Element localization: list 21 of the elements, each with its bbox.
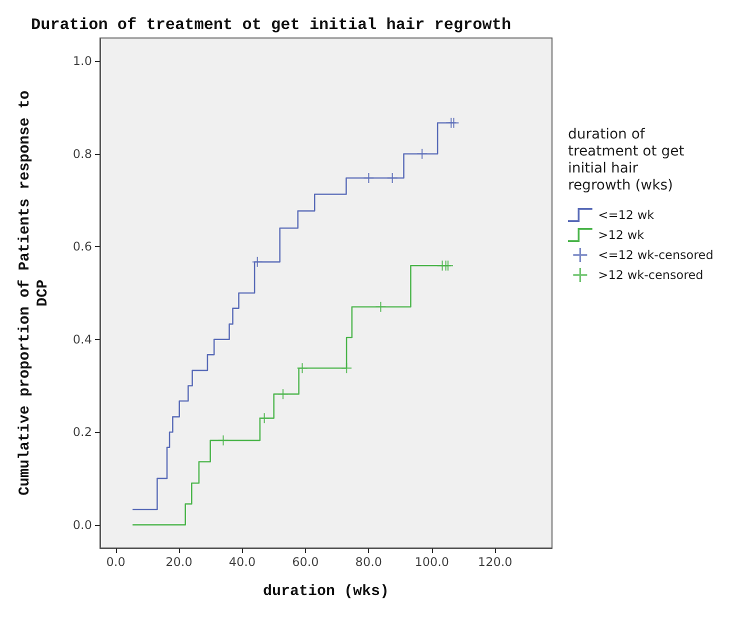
x-tick-label: 120.0 (478, 555, 512, 569)
y-tick-label: 1.0 (72, 54, 92, 68)
y-tick-label: 0.4 (72, 332, 92, 346)
legend-label: <=12 wk (598, 208, 654, 222)
y-tick-label: 0.2 (72, 425, 92, 440)
legend-label: >12 wk (598, 228, 644, 242)
x-tick-label: 60.0 (292, 555, 319, 569)
x-tick-label: 20.0 (166, 555, 192, 569)
legend-label: <=12 wk-censored (598, 248, 714, 262)
x-axis-title: duration (wks) (262, 583, 390, 600)
chart-title: Duration of treatment ot get initial hair regrowth (31, 16, 512, 34)
y-tick-label: 0.0 (72, 518, 92, 532)
x-tick-label: 0.0 (106, 555, 126, 569)
y-axis-title: Cumulative proportion of Patients response to DCP (16, 90, 52, 496)
y-tick-label: 0.6 (72, 240, 92, 254)
x-tick-label: 100.0 (414, 555, 450, 569)
y-tick-label: 0.8 (72, 146, 92, 161)
x-tick-label: 80.0 (355, 555, 382, 569)
legend-title: duration of treatment ot get initial hair regrowth (wks) (568, 126, 685, 194)
legend-label: >12 wk-censored (598, 268, 704, 282)
x-tick-label: 40.0 (228, 555, 256, 569)
